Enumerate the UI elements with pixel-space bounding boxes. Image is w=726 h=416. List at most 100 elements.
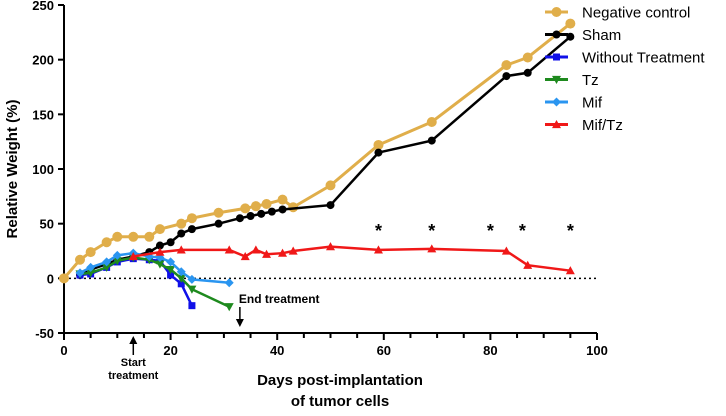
data-point: [74, 254, 85, 265]
legend-label: Without Treatment: [582, 50, 705, 67]
end-treatment-label: End treatment: [239, 292, 320, 306]
data-point: [167, 271, 175, 279]
data-point: [325, 180, 336, 191]
start-treatment-arrowhead: [129, 336, 138, 344]
data-point: [373, 139, 384, 150]
series-tz: [75, 253, 234, 312]
data-point: [86, 262, 96, 272]
data-point: [427, 136, 436, 145]
start-treatment-label: treatment: [108, 370, 158, 382]
x-tick-label: 100: [586, 343, 608, 358]
data-point: [257, 209, 266, 218]
x-tick-label: 40: [270, 343, 284, 358]
data-point: [112, 250, 122, 260]
start-treatment-label: Start: [121, 357, 146, 369]
data-point: [246, 212, 255, 221]
data-point: [101, 237, 112, 248]
y-tick-label: 200: [32, 53, 54, 68]
legend-label: Mif/Tz: [582, 117, 623, 134]
data-point: [75, 268, 85, 278]
legend-item: Mif/Tz: [545, 117, 623, 134]
legend-item: Tz: [545, 72, 599, 89]
data-point: [187, 274, 197, 284]
data-point: [155, 260, 165, 269]
x-tick-label: 0: [60, 343, 67, 358]
data-point: [128, 251, 138, 261]
data-point: [235, 214, 244, 223]
data-point: [277, 194, 288, 205]
data-point: [326, 201, 335, 210]
data-point: [187, 225, 196, 234]
legend-marker: [552, 97, 561, 107]
series-without-treatment: [76, 255, 196, 310]
data-point: [267, 207, 276, 216]
x-axis-label: of tumor cells: [291, 393, 389, 410]
data-point: [144, 251, 154, 261]
x-axis-label: Days post-implantation: [257, 372, 423, 389]
legend-item: Without Treatment: [545, 50, 705, 67]
data-point: [176, 245, 186, 254]
data-point: [176, 267, 186, 277]
data-point: [240, 203, 251, 214]
data-point: [86, 269, 96, 278]
data-point: [128, 231, 139, 242]
data-point: [566, 32, 575, 41]
y-tick-label: -50: [35, 326, 54, 341]
series-negative-control: [59, 18, 576, 284]
series-mif-tz: [128, 242, 575, 275]
data-point: [166, 238, 175, 247]
data-point: [187, 285, 197, 294]
significance-star: *: [428, 221, 435, 241]
significance-star: *: [487, 221, 494, 241]
legend-item: Mif: [545, 95, 603, 112]
data-point: [102, 257, 112, 267]
legend-marker: [552, 120, 561, 129]
data-point: [155, 241, 164, 250]
data-point: [166, 265, 176, 275]
significance-star: *: [375, 221, 382, 241]
significance-star: *: [519, 221, 526, 241]
y-axis-label: Relative Weight (%): [4, 100, 21, 239]
data-point: [288, 246, 298, 255]
data-point: [186, 213, 197, 224]
data-point: [374, 148, 383, 157]
series-line: [62, 22, 572, 280]
legend-marker: [552, 75, 561, 84]
legend-label: Tz: [582, 72, 599, 89]
data-point: [565, 266, 575, 275]
legend-marker: [553, 53, 560, 61]
data-point: [224, 303, 234, 312]
data-point: [262, 249, 272, 258]
data-point: [426, 116, 437, 127]
legend-label: Negative control: [582, 5, 690, 22]
data-point: [188, 302, 196, 310]
data-point: [213, 207, 224, 218]
data-point: [112, 257, 122, 266]
data-point: [59, 273, 69, 284]
y-tick-label: 150: [32, 107, 54, 122]
data-point: [523, 68, 532, 77]
legend-item: Negative control: [545, 5, 690, 22]
data-point: [565, 18, 576, 29]
legend-marker: [552, 30, 561, 39]
data-point: [176, 218, 187, 229]
data-point: [154, 224, 165, 235]
x-tick-label: 80: [483, 343, 497, 358]
data-point: [177, 280, 185, 288]
y-tick-label: 250: [32, 0, 54, 13]
end-treatment-arrowhead: [235, 319, 244, 327]
data-point: [250, 201, 261, 212]
legend-marker: [551, 7, 562, 17]
data-point: [251, 245, 261, 254]
data-point: [373, 245, 383, 254]
data-point: [166, 257, 176, 267]
legend-label: Sham: [582, 27, 621, 44]
data-point: [523, 260, 533, 269]
data-point: [102, 263, 112, 272]
data-point: [112, 231, 123, 242]
data-point: [278, 205, 287, 214]
data-point: [240, 251, 250, 261]
data-point: [522, 52, 533, 63]
data-point: [278, 248, 288, 257]
